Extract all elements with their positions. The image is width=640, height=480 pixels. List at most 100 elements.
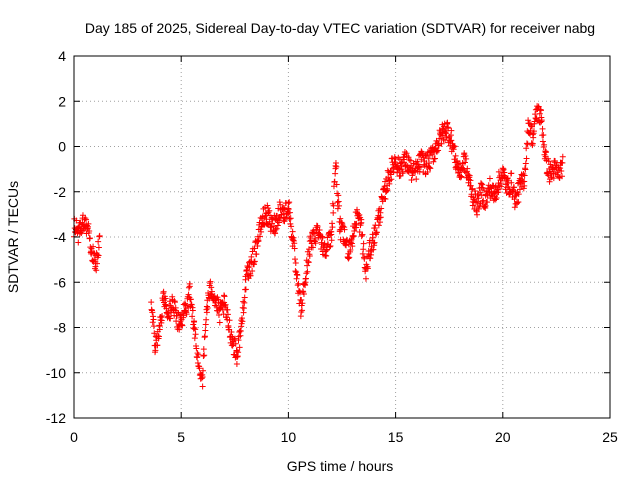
- data-point: [300, 291, 307, 298]
- data-point: [256, 233, 263, 240]
- data-point: [511, 184, 518, 191]
- data-point: [201, 333, 208, 340]
- data-point: [371, 239, 378, 246]
- data-point: [185, 291, 192, 298]
- data-point: [335, 192, 342, 199]
- data-point: [314, 223, 321, 230]
- data-point: [240, 298, 247, 305]
- data-point: [381, 195, 388, 202]
- data-point: [92, 263, 99, 270]
- data-point: [171, 299, 178, 306]
- data-point: [431, 155, 438, 162]
- data-point: [199, 374, 206, 381]
- data-point: [536, 110, 543, 117]
- data-point: [413, 176, 420, 183]
- data-point: [354, 206, 361, 213]
- data-point: [330, 202, 337, 209]
- data-point: [346, 254, 353, 261]
- data-point: [298, 297, 305, 303]
- data-point: [523, 145, 530, 152]
- data-point: [167, 315, 174, 322]
- data-point: [292, 260, 299, 267]
- data-point: [495, 189, 502, 196]
- data-point: [254, 243, 261, 250]
- data-point: [249, 268, 256, 275]
- data-point: [151, 330, 158, 337]
- data-point: [179, 322, 186, 329]
- data-point: [539, 138, 546, 145]
- data-point: [204, 304, 211, 311]
- data-point: [253, 251, 260, 258]
- data-point: [559, 159, 566, 166]
- data-point: [312, 240, 319, 247]
- y-tick-label: -2: [54, 184, 67, 200]
- y-tick-label: -8: [54, 320, 67, 336]
- data-point: [236, 328, 243, 335]
- data-point: [334, 199, 341, 206]
- data-point: [235, 349, 242, 356]
- x-tick-label: 0: [70, 429, 78, 445]
- data-point: [398, 159, 405, 166]
- data-point: [476, 205, 483, 212]
- data-point: [203, 303, 210, 310]
- data-point: [552, 157, 559, 164]
- data-point: [251, 258, 258, 265]
- data-point: [287, 215, 294, 222]
- data-point: [215, 312, 222, 319]
- data-point: [148, 299, 155, 306]
- y-tick-label: -6: [54, 274, 67, 290]
- data-point: [336, 202, 343, 209]
- data-point: [187, 296, 194, 303]
- data-point: [264, 202, 271, 209]
- data-point: [236, 344, 243, 351]
- data-point: [294, 272, 301, 279]
- data-point: [232, 340, 239, 347]
- data-point: [353, 220, 360, 227]
- data-point: [427, 165, 434, 172]
- data-point: [156, 323, 163, 330]
- data-point: [417, 164, 424, 171]
- data-point: [537, 107, 544, 114]
- data-point: [530, 128, 537, 135]
- data-point: [461, 150, 468, 157]
- data-point: [376, 219, 383, 226]
- data-point: [523, 155, 530, 162]
- data-point: [375, 222, 382, 229]
- data-point: [405, 154, 412, 161]
- data-point: [360, 240, 367, 247]
- data-point: [251, 245, 258, 252]
- data-point: [399, 168, 406, 175]
- data-point: [309, 244, 316, 251]
- data-point: [452, 152, 459, 159]
- data-point: [188, 301, 195, 308]
- data-point: [240, 305, 247, 312]
- data-point: [524, 141, 531, 148]
- data-point: [478, 192, 485, 199]
- data-point: [176, 326, 183, 333]
- data-point: [90, 243, 97, 250]
- data-point: [86, 228, 93, 235]
- x-tick-label: 5: [177, 429, 185, 445]
- data-point: [321, 240, 328, 247]
- data-point: [384, 187, 391, 194]
- data-point: [189, 313, 196, 320]
- data-point: [534, 106, 541, 113]
- data-point: [538, 117, 545, 124]
- data-point: [398, 166, 405, 173]
- data-point: [207, 278, 214, 285]
- data-point: [414, 158, 421, 165]
- x-tick-label: 15: [388, 429, 404, 445]
- data-point: [329, 224, 336, 231]
- data-point: [458, 173, 465, 180]
- data-point: [464, 165, 471, 172]
- data-point: [185, 284, 192, 291]
- data-point: [521, 172, 528, 179]
- data-point: [540, 132, 547, 139]
- data-point: [96, 232, 103, 239]
- data-point: [466, 172, 473, 179]
- data-point: [334, 205, 341, 212]
- data-point: [529, 140, 536, 147]
- data-point: [382, 178, 389, 185]
- x-tick-label: 20: [495, 429, 511, 445]
